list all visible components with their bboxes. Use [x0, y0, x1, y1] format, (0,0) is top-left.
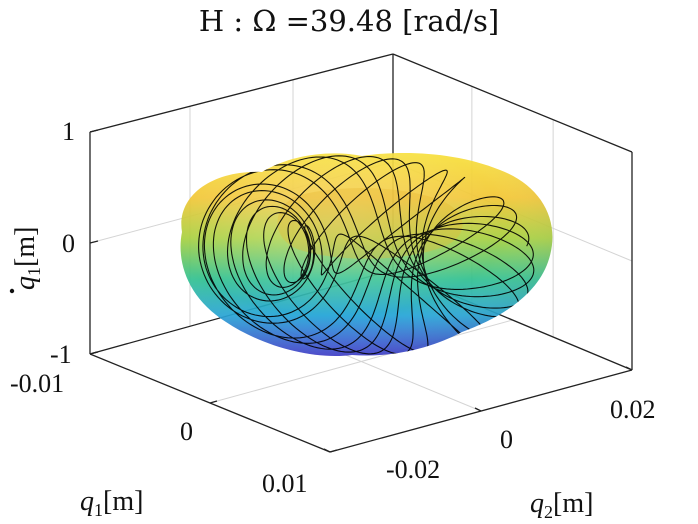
x-tick-mark: [209, 400, 218, 404]
x-tick-mark: [329, 449, 338, 453]
z-tick-mark: [89, 240, 99, 244]
z-tick-mark: [89, 129, 99, 133]
z-dot-mark: [9, 288, 15, 294]
z-axis-label: q1[m]: [9, 227, 44, 294]
z-tick-0: 0: [62, 229, 75, 258]
y-tick-mark: [625, 366, 633, 371]
y-tick-mark: [474, 407, 482, 412]
tick-marks: [89, 129, 633, 453]
trajectory-path: [198, 155, 535, 355]
x-tick-0: 0: [180, 417, 193, 446]
svg-text:q1[m]: q1[m]: [10, 227, 44, 290]
chart-title: H : Ω =39.48 [rad/s]: [198, 4, 500, 38]
z-tick-neg1: -1: [50, 340, 72, 369]
svg-text:q1[m]: q1[m]: [80, 486, 143, 520]
x-axis-label: q1[m]: [80, 486, 143, 520]
x-tick-neg: -0.01: [10, 369, 64, 398]
y-tick-mark: [323, 448, 331, 453]
z-tick-1: 1: [62, 117, 75, 146]
trajectory-curves: [198, 155, 535, 355]
y-tick-pos: 0.02: [610, 395, 656, 424]
x-tick-pos: 0.01: [262, 469, 308, 498]
y-tick-0: 0: [500, 425, 513, 454]
y-axis-label: q2[m]: [530, 488, 593, 522]
y-tick-neg: -0.02: [386, 455, 440, 484]
grid-line-floor: [209, 319, 513, 404]
x-tick-mark: [89, 351, 98, 355]
svg-text:q2[m]: q2[m]: [530, 488, 593, 522]
